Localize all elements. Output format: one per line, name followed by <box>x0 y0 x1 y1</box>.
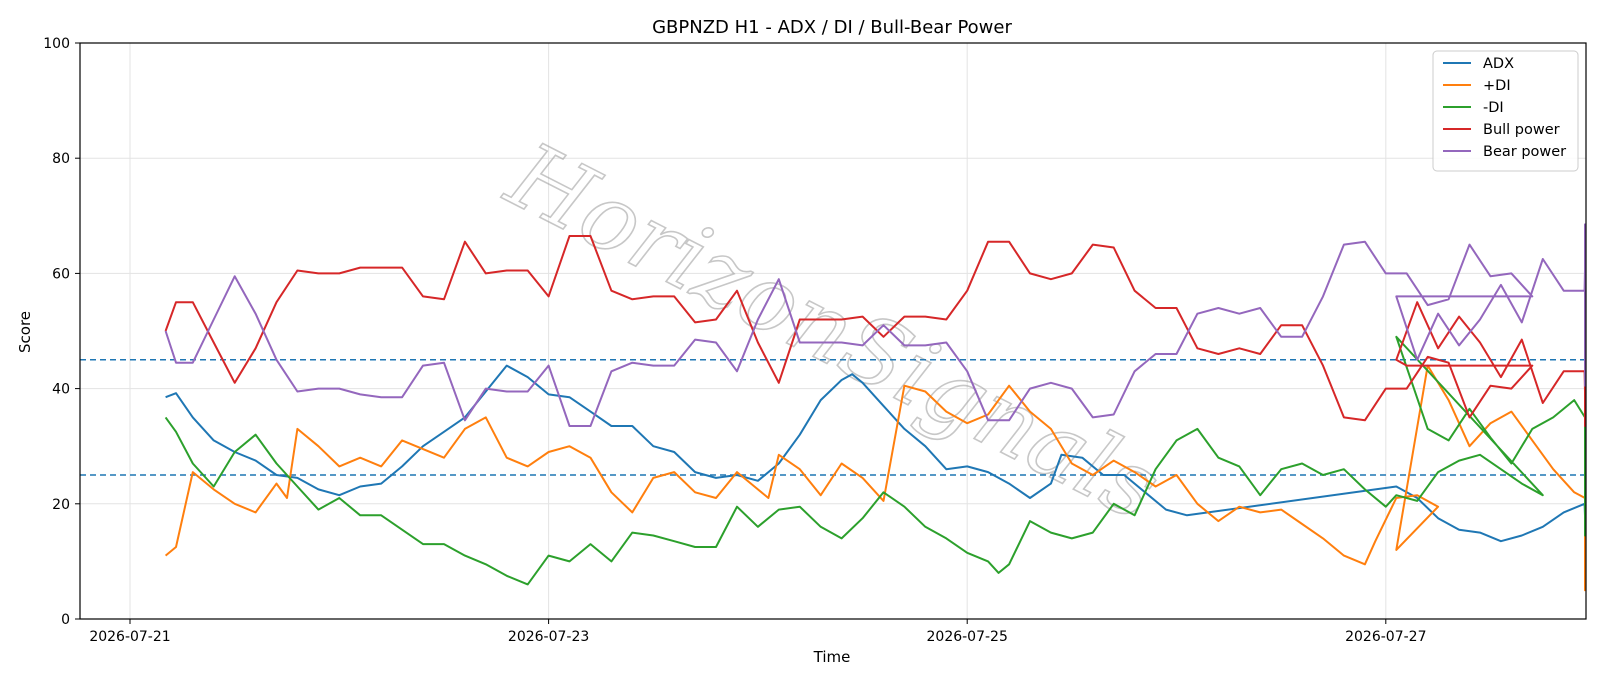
y-tick-label: 60 <box>52 266 70 282</box>
x-tick-label: 2026-07-23 <box>508 629 589 645</box>
y-axis-ticks: 0 20 40 60 80 100 <box>43 36 80 628</box>
x-tick-label: 2026-07-21 <box>89 629 170 645</box>
legend-label: ADX <box>1483 56 1514 72</box>
y-tick-label: 0 <box>61 612 70 628</box>
series-lines <box>164 223 1586 592</box>
series-line-bear-power <box>164 223 1586 427</box>
legend: ADX +DI -DI Bull power Bear power <box>1432 50 1579 172</box>
x-tick-label: 2026-07-27 <box>1345 629 1426 645</box>
plot-frame <box>79 42 1587 620</box>
y-tick-label: 100 <box>43 36 70 52</box>
chart-title: GBPNZD H1 - ADX / DI / Bull-Bear Power <box>652 17 1012 38</box>
legend-box <box>1432 50 1579 172</box>
y-tick-label: 20 <box>52 497 70 513</box>
legend-label: Bull power <box>1483 122 1560 138</box>
y-axis-label: Score <box>16 311 34 353</box>
y-tick-label: 40 <box>52 382 70 398</box>
legend-label: -DI <box>1483 100 1504 116</box>
y-tick-label: 80 <box>52 151 70 167</box>
legend-label: Bear power <box>1483 144 1566 160</box>
x-axis-label: Time <box>813 648 851 666</box>
legend-label: +DI <box>1483 78 1511 94</box>
x-axis-ticks: 2026-07-21 2026-07-23 2026-07-25 2026-07-27… <box>89 619 1426 645</box>
x-tick-label: 2026-07-25 <box>927 629 1008 645</box>
